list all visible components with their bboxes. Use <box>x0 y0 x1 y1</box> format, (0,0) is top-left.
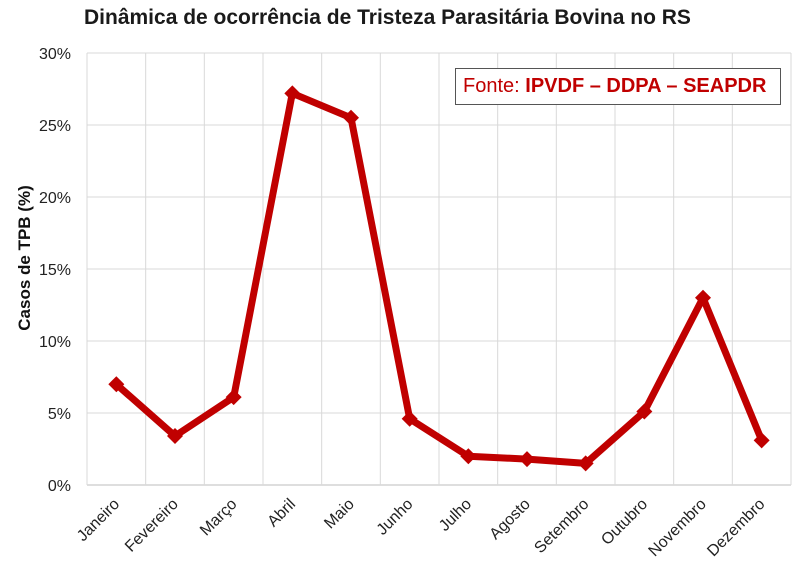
y-axis-ticks: 0% 5% 10% 15% 20% 25% 30% <box>39 46 71 495</box>
y-tick-label: 30% <box>39 46 71 63</box>
x-tick-label: Dezembro <box>704 496 768 560</box>
data-point <box>167 428 183 445</box>
data-point <box>284 85 301 102</box>
data-point <box>695 289 711 306</box>
x-tick-label: Maio <box>321 496 358 533</box>
chart-title: Dinâmica de ocorrência de Tristeza Paras… <box>84 6 691 29</box>
y-tick-label: 10% <box>39 334 71 351</box>
x-tick-label: Junho <box>374 496 417 539</box>
x-tick-label: Abril <box>265 496 300 531</box>
data-point <box>519 451 535 468</box>
y-tick-label: 5% <box>48 406 71 423</box>
series-line <box>108 85 770 472</box>
x-tick-label: Março <box>197 496 241 540</box>
data-point <box>108 376 125 393</box>
x-tick-label: Agosto <box>487 496 534 543</box>
y-tick-label: 15% <box>39 262 71 279</box>
data-point <box>343 109 359 126</box>
x-tick-label: Janeiro <box>74 496 123 545</box>
series-path <box>112 89 766 467</box>
y-axis-label: Casos de TPB (%) <box>15 185 34 330</box>
data-point <box>460 448 477 465</box>
y-tick-label: 0% <box>48 478 71 495</box>
x-tick-label: Outubro <box>598 496 651 549</box>
grid-lines <box>86 52 792 486</box>
source-annotation: Fonte: IPVDF – DDPA – SEAPDR <box>455 68 781 105</box>
source-name: IPVDF – DDPA – SEAPDR <box>525 75 767 97</box>
data-point <box>577 455 594 472</box>
data-point <box>753 432 770 449</box>
data-point <box>225 389 242 406</box>
x-tick-label: Fevereiro <box>122 496 182 556</box>
y-tick-label: 25% <box>39 118 71 135</box>
data-point <box>401 410 418 427</box>
x-tick-label: Julho <box>436 496 475 535</box>
y-tick-label: 20% <box>39 190 71 207</box>
data-point <box>636 403 653 420</box>
source-prefix: Fonte: <box>463 75 526 97</box>
x-tick-label: Setembro <box>531 496 592 557</box>
x-tick-label: Novembro <box>646 496 710 560</box>
